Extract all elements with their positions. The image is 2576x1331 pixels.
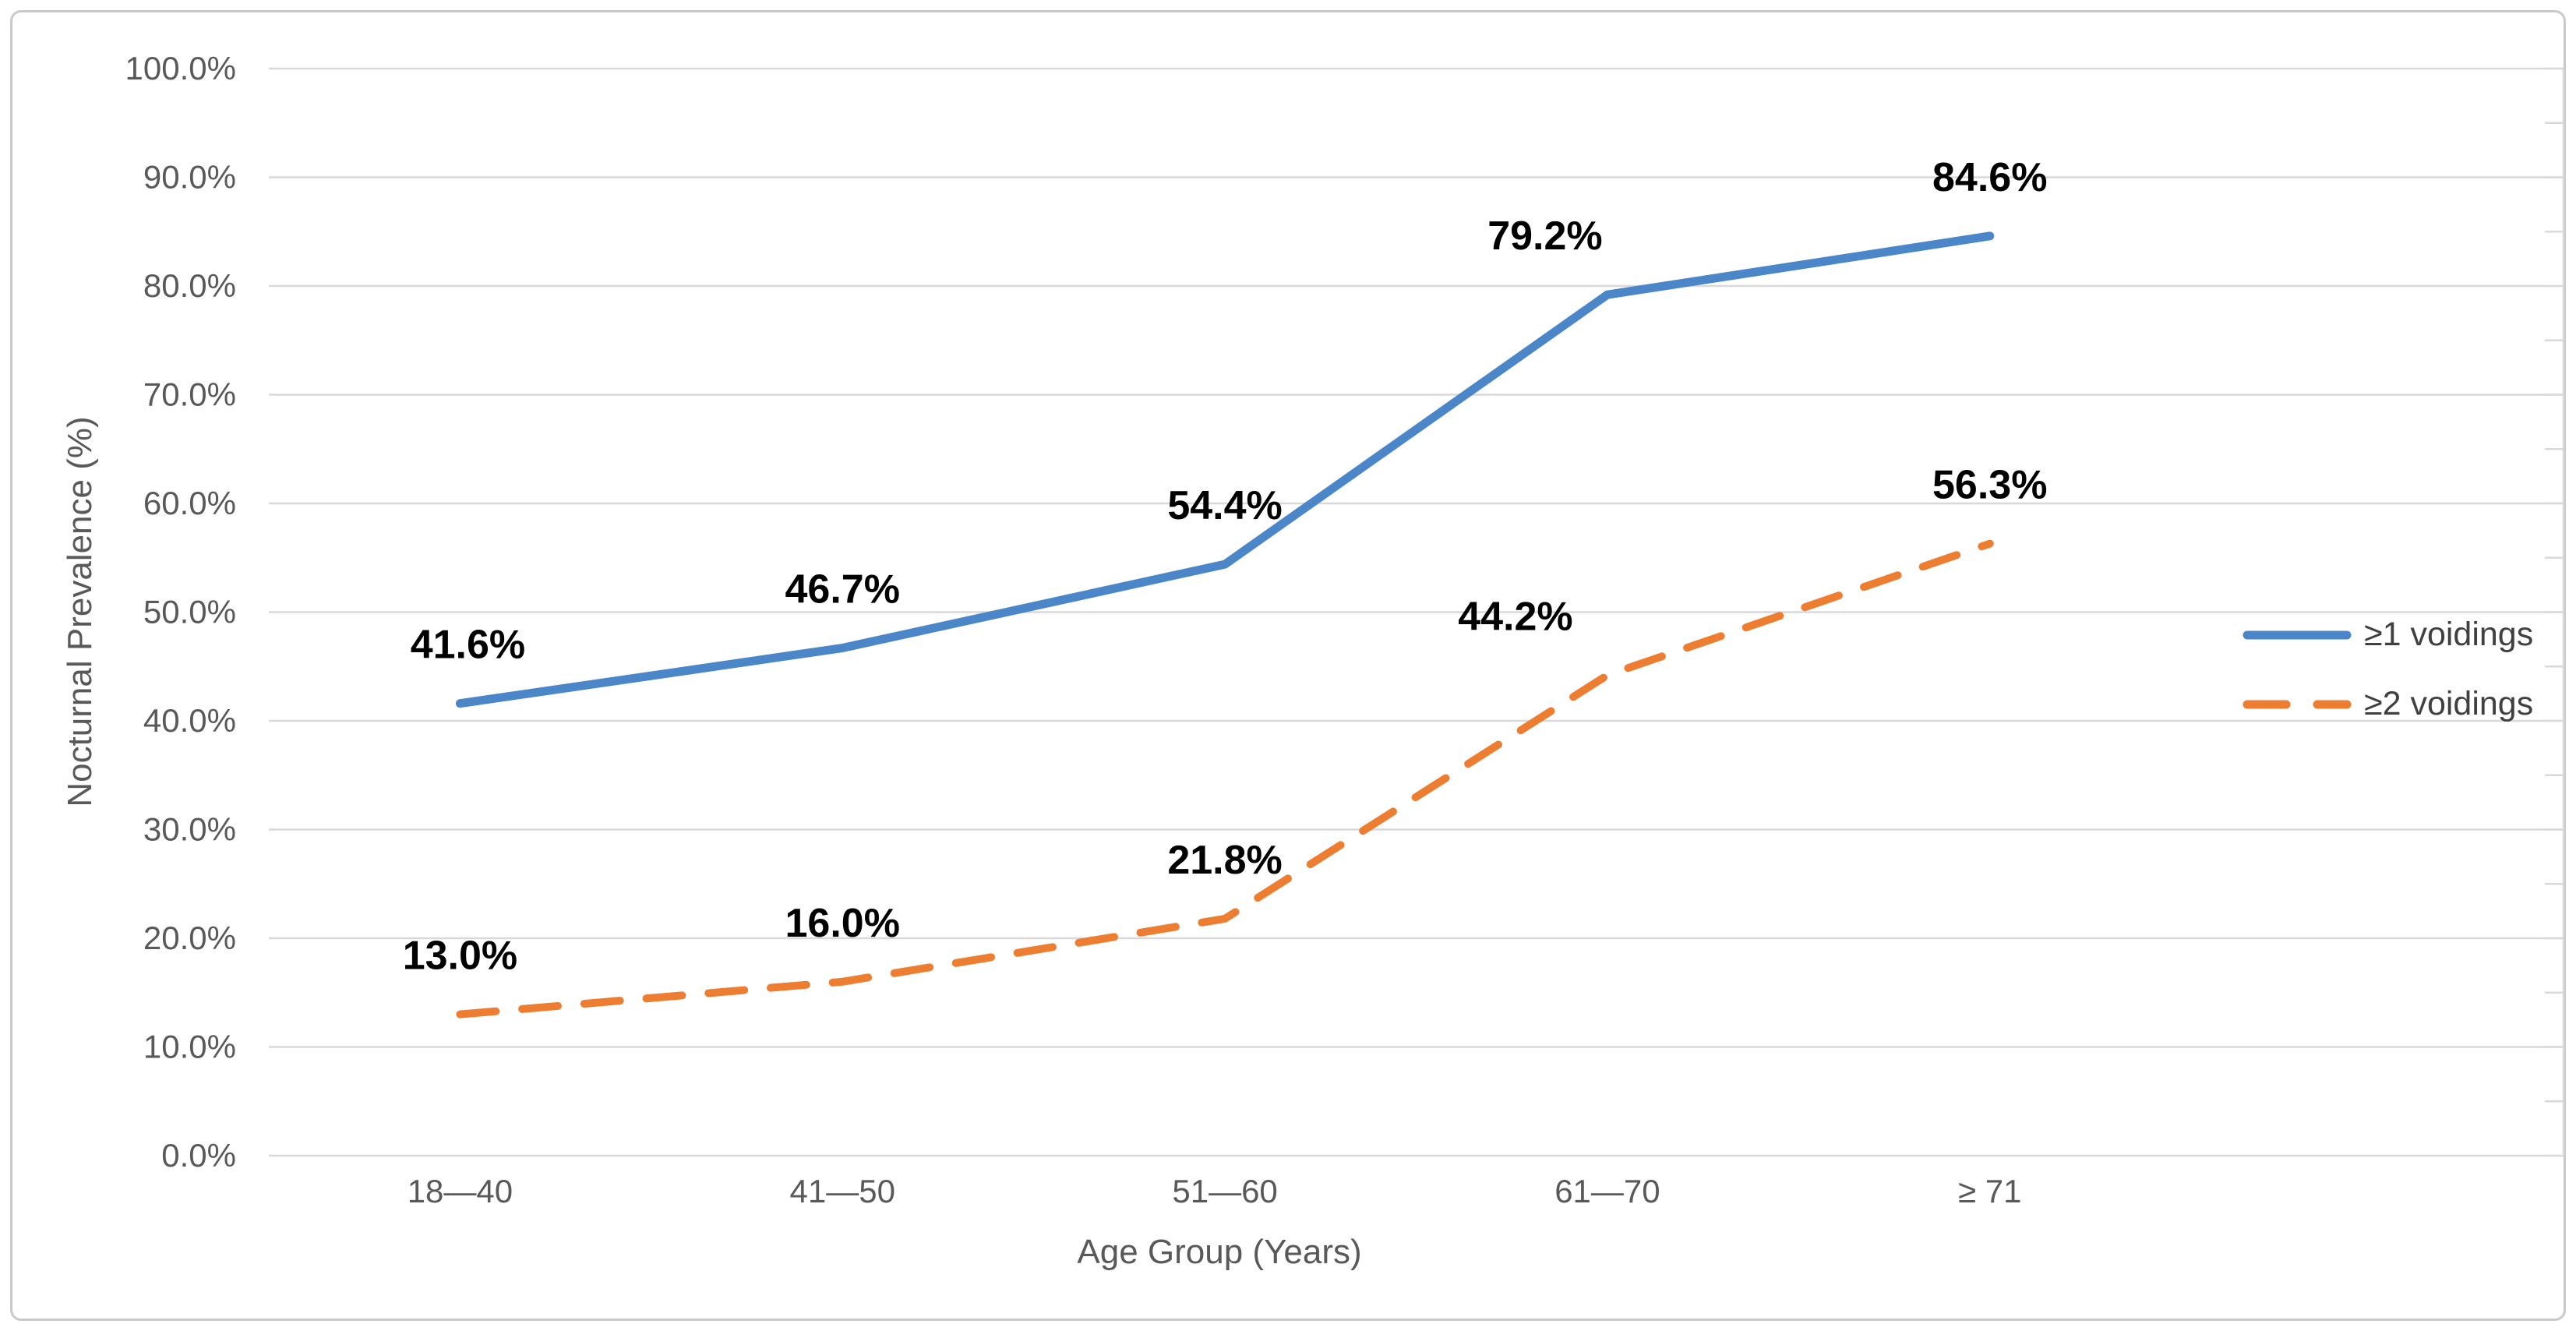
data-label: 13.0% — [403, 934, 517, 979]
y-axis-tick-label: 0.0% — [161, 1137, 236, 1174]
y-axis-tick-label: 10.0% — [143, 1029, 236, 1065]
data-label: 54.4% — [1167, 483, 1282, 528]
x-axis-tick-label: 18—40 — [408, 1173, 513, 1209]
chart-legend: ≥1 voidings ≥2 voidings — [2243, 616, 2533, 723]
legend-item-ge2-voidings: ≥2 voidings — [2243, 685, 2533, 723]
data-label: 56.3% — [1932, 463, 2047, 508]
y-axis-tick-label: 60.0% — [143, 485, 236, 521]
y-axis-tick-label: 80.0% — [143, 267, 236, 304]
chart-border-frame — [10, 10, 2566, 1321]
x-axis-title: Age Group (Years) — [1077, 1233, 1362, 1271]
series-line-ge1-voidings — [455, 231, 1995, 708]
data-label: 84.6% — [1932, 155, 2047, 200]
y-axis-title: Nocturnal Prevalence (%) — [61, 416, 99, 807]
series-line-ge2-voidings — [456, 539, 1994, 1019]
x-axis-tick-label: 51—60 — [1172, 1173, 1277, 1209]
legend-label-ge2-voidings: ≥2 voidings — [2364, 685, 2534, 722]
data-label: 44.2% — [1458, 594, 1572, 639]
data-label: 46.7% — [785, 567, 900, 613]
y-axis-tick-label: 90.0% — [143, 159, 236, 196]
x-axis-tick-label: 61—70 — [1554, 1173, 1660, 1209]
x-axis-tick-label: ≥ 71 — [1958, 1173, 2021, 1209]
y-axis-tick-label: 30.0% — [143, 811, 236, 848]
y-axis-tick-label: 50.0% — [143, 594, 236, 630]
data-label: 16.0% — [785, 901, 900, 946]
legend-line-solid-icon — [2243, 630, 2352, 639]
data-label: 79.2% — [1487, 214, 1602, 259]
legend-item-ge1-voidings: ≥1 voidings — [2243, 616, 2533, 654]
y-axis-tick-label: 20.0% — [143, 920, 236, 956]
y-axis-tick-label: 70.0% — [143, 376, 236, 413]
y-axis-tick-label: 40.0% — [143, 702, 236, 739]
legend-label-ge1-voidings: ≥1 voidings — [2364, 616, 2534, 653]
legend-line-dashed-icon — [2243, 700, 2352, 708]
y-axis-tick-label: 100.0% — [125, 50, 236, 86]
data-label: 21.8% — [1167, 838, 1282, 883]
x-axis-tick-label: 41—50 — [790, 1173, 895, 1209]
data-label: 41.6% — [411, 623, 525, 668]
